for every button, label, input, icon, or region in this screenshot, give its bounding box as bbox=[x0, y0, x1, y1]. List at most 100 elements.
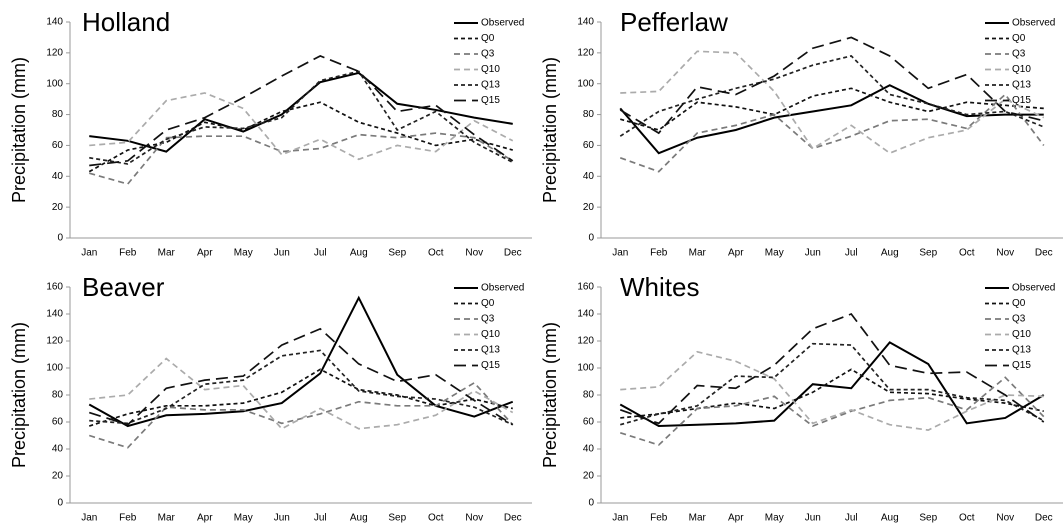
legend-label: Q10 bbox=[1012, 329, 1031, 340]
x-tick-label: Sep bbox=[388, 513, 406, 524]
legend-label: Q13 bbox=[1012, 80, 1031, 91]
series-line bbox=[619, 93, 1045, 173]
y-tick-label: 40 bbox=[583, 444, 595, 455]
y-tick-label: 0 bbox=[588, 233, 594, 244]
y-tick-label: 60 bbox=[52, 140, 64, 151]
y-axis-label: Precipitation (mm) bbox=[9, 57, 29, 203]
x-tick-label: May bbox=[765, 248, 784, 259]
series-line bbox=[89, 92, 514, 161]
legend-label: Q15 bbox=[1012, 95, 1031, 106]
y-tick-label: 100 bbox=[577, 363, 594, 374]
x-tick-label: Jul bbox=[314, 248, 327, 259]
legend-label: Q3 bbox=[1012, 314, 1026, 325]
y-tick-label: 80 bbox=[52, 109, 64, 120]
x-tick-label: Sep bbox=[919, 248, 937, 259]
y-tick-label: 0 bbox=[57, 498, 63, 509]
y-tick-label: 40 bbox=[52, 444, 64, 455]
legend-label: Q13 bbox=[481, 345, 500, 356]
y-tick-label: 120 bbox=[46, 336, 63, 347]
legend-label: Q13 bbox=[1012, 345, 1031, 356]
x-tick-label: May bbox=[234, 513, 253, 524]
series-line bbox=[620, 50, 1045, 155]
legend-label: Q0 bbox=[1012, 33, 1026, 44]
legend-label: Q10 bbox=[481, 329, 500, 340]
y-tick-label: 100 bbox=[577, 78, 594, 89]
legend-label: Observed bbox=[481, 18, 524, 29]
y-axis-label: Precipitation (mm) bbox=[9, 322, 29, 468]
chart-title: Whites bbox=[620, 272, 699, 302]
x-tick-label: Oct bbox=[959, 513, 975, 524]
series-line bbox=[88, 368, 513, 427]
x-tick-label: Jun bbox=[805, 248, 821, 259]
legend-label: Observed bbox=[1012, 18, 1055, 29]
x-tick-label: Jan bbox=[612, 513, 628, 524]
series-line bbox=[619, 341, 1045, 428]
y-tick-label: 140 bbox=[577, 309, 594, 320]
series-line bbox=[620, 87, 1044, 131]
x-tick-label: Feb bbox=[119, 513, 137, 524]
x-tick-label: Mar bbox=[689, 248, 707, 259]
legend-label: Q13 bbox=[481, 80, 500, 91]
y-tick-label: 20 bbox=[583, 202, 595, 213]
x-tick-label: Dec bbox=[504, 513, 522, 524]
series-line bbox=[89, 70, 514, 165]
x-tick-label: Feb bbox=[650, 248, 668, 259]
x-tick-label: Apr bbox=[197, 513, 213, 524]
y-tick-label: 40 bbox=[52, 171, 64, 182]
series-line bbox=[89, 132, 514, 185]
y-axis-label: Precipitation (mm) bbox=[540, 322, 560, 468]
legend-label: Q0 bbox=[1012, 298, 1026, 309]
panel: 0 20 40 60 80 100 120 140 Jan Feb Mar Apr May Jun Jul A… bbox=[540, 7, 1063, 259]
y-tick-label: 120 bbox=[46, 47, 63, 58]
x-tick-label: Jun bbox=[805, 513, 821, 524]
legend-label: Observed bbox=[481, 283, 524, 294]
series-line bbox=[88, 381, 514, 449]
x-tick-label: Oct bbox=[959, 248, 975, 259]
y-tick-label: 80 bbox=[583, 109, 595, 120]
x-tick-label: Oct bbox=[428, 513, 444, 524]
legend-label: Q3 bbox=[481, 49, 495, 60]
x-tick-label: Jul bbox=[314, 513, 327, 524]
legend-label: Q3 bbox=[481, 314, 495, 325]
y-tick-label: 40 bbox=[583, 171, 595, 182]
series-line bbox=[89, 349, 514, 426]
x-tick-label: Dec bbox=[504, 248, 522, 259]
x-tick-label: Aug bbox=[350, 513, 368, 524]
series-line bbox=[619, 36, 1044, 135]
x-tick-label: Mar bbox=[158, 248, 176, 259]
x-tick-label: Jan bbox=[612, 248, 628, 259]
x-tick-label: Jan bbox=[81, 248, 97, 259]
x-tick-label: Jun bbox=[274, 513, 290, 524]
y-tick-label: 120 bbox=[577, 336, 594, 347]
y-tick-label: 80 bbox=[583, 390, 595, 401]
x-tick-label: Dec bbox=[1035, 248, 1053, 259]
x-tick-label: Nov bbox=[996, 513, 1014, 524]
y-tick-label: 160 bbox=[577, 282, 594, 293]
series-line bbox=[620, 350, 1044, 431]
legend-label: Q15 bbox=[1012, 360, 1031, 371]
panel: 0 20 40 60 80 100 120 140 160 Jan Feb Mar Apr May Jun J… bbox=[9, 272, 532, 524]
x-tick-label: Feb bbox=[650, 513, 668, 524]
legend-label: Q0 bbox=[481, 33, 495, 44]
x-tick-label: Nov bbox=[465, 248, 483, 259]
x-tick-label: Apr bbox=[728, 248, 744, 259]
y-tick-label: 100 bbox=[46, 78, 63, 89]
y-tick-label: 140 bbox=[46, 17, 63, 28]
panel: 0 20 40 60 80 100 120 140 Jan Feb Mar Apr May Jun Jul A… bbox=[9, 7, 532, 259]
y-tick-label: 0 bbox=[588, 498, 594, 509]
x-tick-label: Sep bbox=[388, 248, 406, 259]
x-tick-label: Nov bbox=[996, 248, 1014, 259]
x-tick-label: Jul bbox=[845, 513, 858, 524]
x-tick-label: Sep bbox=[919, 513, 937, 524]
x-tick-label: Aug bbox=[350, 248, 368, 259]
x-tick-label: Aug bbox=[881, 248, 899, 259]
legend-label: Q15 bbox=[481, 360, 500, 371]
x-tick-label: Jun bbox=[274, 248, 290, 259]
y-axis-label: Precipitation (mm) bbox=[540, 57, 560, 203]
series-line bbox=[619, 55, 1045, 137]
y-tick-label: 60 bbox=[52, 417, 64, 428]
x-tick-label: May bbox=[765, 513, 784, 524]
x-tick-label: Mar bbox=[158, 513, 176, 524]
x-tick-label: Apr bbox=[197, 248, 213, 259]
